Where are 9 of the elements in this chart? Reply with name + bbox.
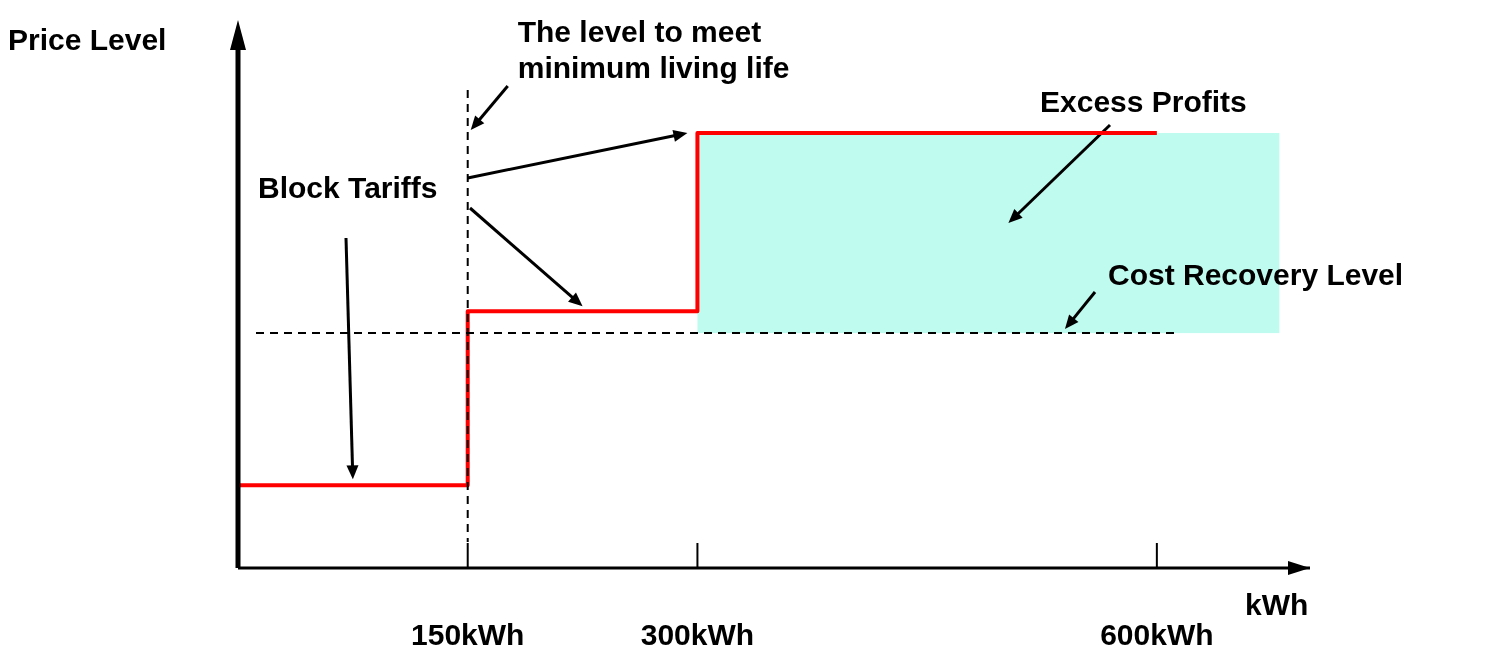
annotation: Block Tariffs [258, 171, 438, 204]
x-tick-label: 600kWh [1100, 618, 1214, 651]
x-axis-title: kWh [1245, 588, 1309, 621]
x-tick-label: 150kWh [411, 618, 525, 651]
x-tick-label: 300kWh [640, 618, 755, 651]
annotation: Cost Recovery Level [1108, 258, 1404, 291]
annotation: The level to meet minimum living life [517, 15, 790, 84]
y-axis-title: Price Level [8, 23, 167, 56]
band-label: Excess Profits [1040, 85, 1247, 118]
